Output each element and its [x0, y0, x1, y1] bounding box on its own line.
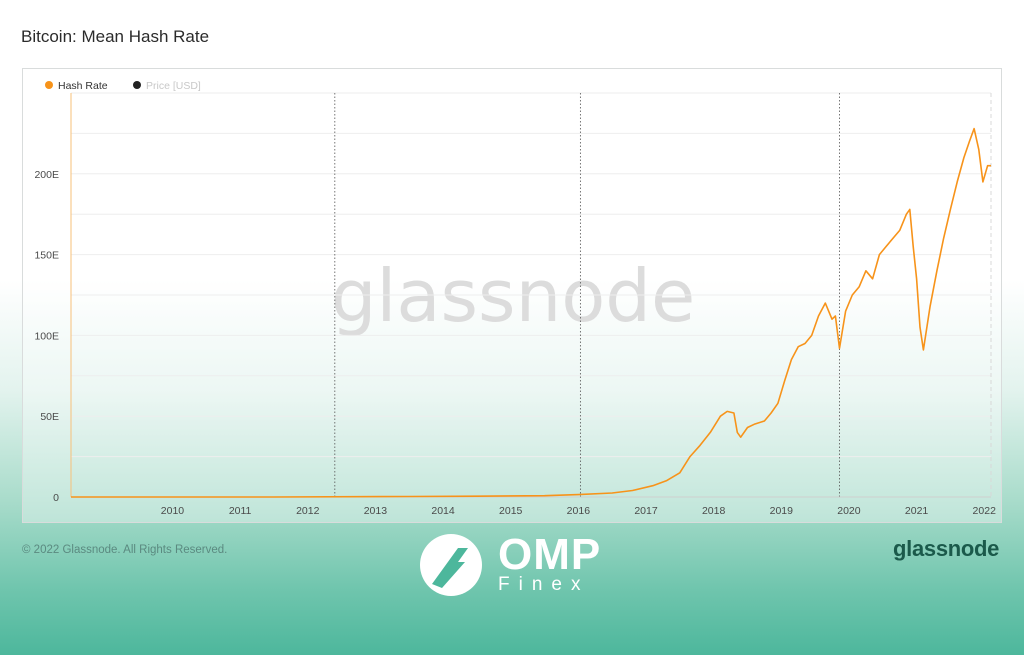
brand-logo: glassnode — [893, 536, 1000, 561]
legend-item-hash-rate[interactable]: Hash Rate — [45, 80, 108, 92]
series-layer — [71, 127, 991, 498]
series-line-hash-rate — [71, 127, 991, 498]
x-tick-label: 2021 — [905, 505, 929, 517]
legend-dot-price — [133, 81, 141, 89]
legend-dot-hash-rate — [45, 81, 53, 89]
omp-logo-name: OMP — [498, 530, 602, 579]
x-tick-label: 2014 — [431, 505, 455, 517]
y-tick-label: 50E — [40, 411, 59, 423]
x-tick-label: 2019 — [770, 505, 794, 517]
x-tick-label: 2018 — [702, 505, 726, 517]
x-tick-label: 2015 — [499, 505, 523, 517]
x-tick-label: 2013 — [364, 505, 388, 517]
x-tick-label: 2022 — [973, 505, 997, 517]
x-tick-label: 2020 — [837, 505, 861, 517]
grid-lines — [71, 92, 991, 498]
x-tick-label: 2016 — [567, 505, 591, 517]
copyright-text: © 2022 Glassnode. All Rights Reserved. — [22, 544, 228, 556]
x-axis-ticks: 2010 2011 2012 2013 2014 2015 2016 2017 2018 2019… — [161, 505, 996, 517]
omp-logo: OMP Finex — [418, 530, 618, 602]
x-tick-label: 2011 — [229, 505, 252, 517]
legend-item-price[interactable]: Price [USD] — [133, 80, 201, 92]
omp-slash-circle-icon — [420, 534, 482, 596]
omp-logo-sub: Finex — [498, 574, 590, 595]
legend-label-hash-rate: Hash Rate — [58, 80, 108, 92]
legend-label-price: Price [USD] — [146, 80, 201, 92]
chart-panel: Hash Rate Price [USD] glassnode 0 50E 100E… — [22, 68, 1002, 523]
y-tick-label: 150E — [34, 250, 59, 262]
y-tick-label: 100E — [34, 330, 59, 342]
x-tick-label: 2010 — [161, 505, 185, 517]
y-axis-ticks: 0 50E 100E 150E 200E — [34, 169, 59, 504]
legend: Hash Rate Price [USD] — [45, 80, 201, 92]
chart-title: Bitcoin: Mean Hash Rate — [21, 27, 210, 46]
y-tick-label: 0 — [53, 492, 59, 504]
x-tick-label: 2017 — [634, 505, 658, 517]
watermark: glassnode — [331, 254, 696, 338]
hash-rate-chart: Hash Rate Price [USD] glassnode 0 50E 100E… — [34, 80, 996, 517]
x-tick-label: 2012 — [296, 505, 320, 517]
y-tick-label: 200E — [34, 169, 59, 181]
